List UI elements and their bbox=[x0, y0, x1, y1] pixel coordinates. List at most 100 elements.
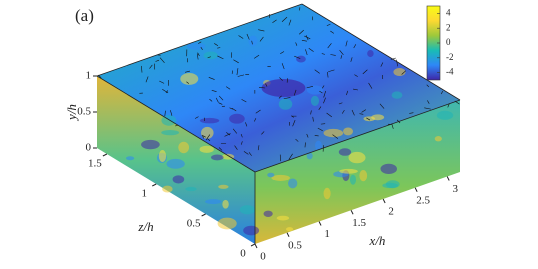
velocity-vector bbox=[326, 112, 332, 118]
velocity-vector bbox=[246, 33, 250, 40]
field-patch bbox=[218, 184, 229, 189]
velocity-vector bbox=[207, 56, 211, 59]
velocity-vector bbox=[424, 107, 431, 110]
field-patch bbox=[310, 95, 320, 106]
velocity-vector bbox=[391, 123, 394, 129]
z-tick bbox=[201, 213, 206, 217]
velocity-vector bbox=[217, 47, 221, 49]
velocity-vector bbox=[261, 131, 265, 135]
velocity-vector bbox=[208, 77, 215, 80]
velocity-vector bbox=[305, 35, 309, 41]
velocity-vector bbox=[186, 81, 190, 84]
velocity-vector bbox=[396, 59, 398, 67]
velocity-vector bbox=[359, 113, 364, 115]
field-patch bbox=[267, 172, 275, 178]
x-tick-label: 1.5 bbox=[352, 217, 366, 229]
velocity-vector bbox=[379, 103, 385, 109]
velocity-vector bbox=[165, 90, 169, 94]
field-patch bbox=[239, 205, 256, 215]
velocity-vector bbox=[306, 85, 314, 89]
velocity-vector bbox=[350, 57, 353, 62]
field-patch bbox=[158, 150, 167, 162]
velocity-vector bbox=[312, 116, 314, 122]
x-tick bbox=[286, 232, 290, 237]
velocity-vector bbox=[243, 151, 249, 155]
field-patch bbox=[278, 98, 293, 110]
velocity-vector bbox=[240, 141, 243, 145]
velocity-vector bbox=[209, 98, 213, 102]
velocity-vector bbox=[291, 115, 294, 118]
velocity-vector bbox=[401, 70, 407, 75]
colorbar-tick-label: 2 bbox=[446, 22, 451, 32]
field-patch bbox=[382, 182, 398, 189]
field-patch bbox=[271, 174, 290, 181]
field-patch bbox=[210, 154, 224, 161]
z-axis-label: z/h bbox=[137, 219, 153, 234]
x-tick bbox=[446, 176, 450, 181]
field-patch bbox=[349, 174, 357, 185]
velocity-vector bbox=[322, 85, 325, 89]
x-tick-label: 0.5 bbox=[288, 239, 302, 251]
velocity-vector bbox=[279, 77, 283, 81]
velocity-vector bbox=[234, 145, 238, 150]
velocity-vector bbox=[319, 90, 323, 94]
velocity-vector bbox=[240, 133, 243, 138]
field-patch bbox=[161, 130, 180, 136]
x-tick bbox=[414, 187, 418, 192]
field-patch bbox=[185, 186, 197, 192]
x-tick-label: 2.5 bbox=[416, 194, 430, 206]
velocity-vector bbox=[201, 134, 206, 138]
velocity-vector bbox=[281, 63, 285, 70]
velocity-vector bbox=[330, 54, 336, 56]
velocity-vector bbox=[245, 122, 248, 127]
velocity-vector bbox=[149, 64, 153, 69]
y-tick-label: 1 bbox=[86, 70, 92, 82]
z-tick-label: 1.5 bbox=[88, 158, 102, 170]
field-patch bbox=[229, 113, 245, 124]
field-patch bbox=[221, 153, 235, 160]
velocity-vector bbox=[380, 62, 384, 67]
y-tick-label: 0 bbox=[86, 142, 92, 154]
colorbar-tick-label: 0 bbox=[446, 37, 451, 47]
velocity-vector bbox=[194, 116, 199, 119]
field-patch bbox=[348, 151, 366, 164]
field-patch bbox=[315, 140, 322, 151]
field-patch bbox=[162, 185, 173, 193]
velocity-vector bbox=[218, 95, 224, 101]
velocity-vector bbox=[332, 134, 339, 139]
velocity-vector bbox=[155, 59, 160, 62]
velocity-vector bbox=[327, 71, 329, 78]
field-patch bbox=[186, 42, 206, 50]
velocity-vector bbox=[254, 118, 257, 122]
velocity-vector bbox=[326, 23, 331, 27]
velocity-vector bbox=[259, 36, 264, 42]
velocity-vector bbox=[323, 97, 326, 104]
field-patch bbox=[248, 35, 258, 47]
x-tick bbox=[254, 243, 258, 249]
velocity-vector bbox=[288, 19, 292, 26]
velocity-vector bbox=[293, 89, 297, 96]
field-patch bbox=[276, 215, 290, 221]
x-tick-label: 0 bbox=[260, 251, 266, 263]
velocity-vector bbox=[196, 53, 199, 60]
velocity-vector bbox=[341, 109, 345, 114]
velocity-vector bbox=[258, 87, 266, 89]
velocity-vector bbox=[361, 109, 367, 113]
z-tick-label: 0.5 bbox=[187, 218, 201, 230]
velocity-vector bbox=[292, 119, 296, 127]
x-tick-label: 3 bbox=[452, 183, 458, 195]
velocity-vector bbox=[299, 29, 304, 35]
velocity-vector bbox=[368, 82, 373, 89]
velocity-vector bbox=[241, 99, 247, 103]
velocity-vector bbox=[330, 30, 335, 34]
z-tick-label: 0 bbox=[240, 248, 246, 260]
velocity-vector bbox=[254, 54, 260, 59]
field-patch bbox=[222, 199, 229, 209]
field-patch bbox=[338, 148, 352, 156]
velocity-vector bbox=[345, 40, 348, 47]
field-patch bbox=[205, 199, 222, 205]
velocity-vector bbox=[255, 109, 261, 114]
velocity-vector bbox=[351, 109, 355, 116]
field-patch bbox=[125, 156, 135, 161]
velocity-vector bbox=[162, 88, 169, 94]
